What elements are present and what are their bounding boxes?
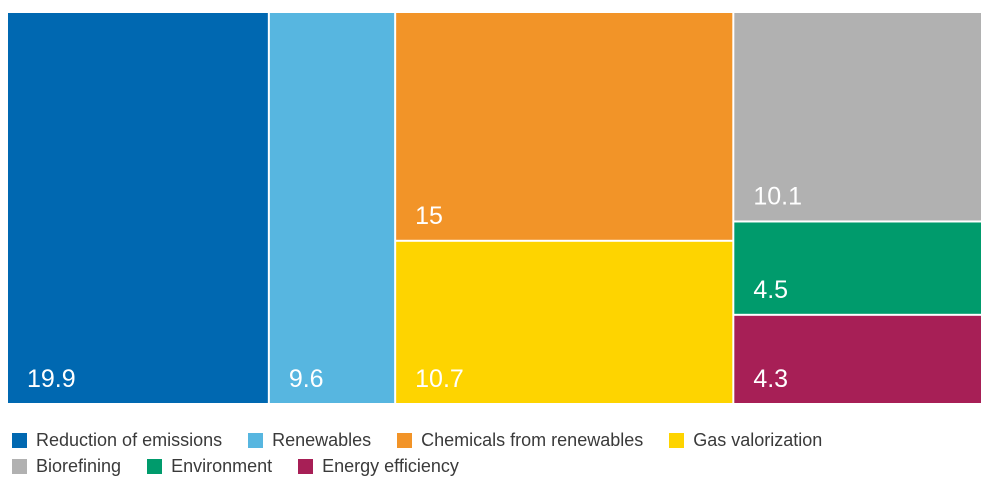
- legend-swatch: [12, 458, 27, 474]
- data-label-reduction-of-emissions: 19.9: [27, 365, 76, 393]
- legend-item-biorefining: Biorefining: [12, 456, 121, 477]
- legend-swatch: [248, 432, 264, 448]
- legend-item-environment: Environment: [147, 456, 272, 477]
- treemap-chart: 19.9 9.6 15 10.7 10.1 4.5 4.3: [8, 13, 981, 403]
- legend-item-gas-valorization: Gas valorization: [669, 430, 822, 451]
- treemap-cell-environment: [734, 222, 981, 314]
- treemap-cell-chemicals-from-renewables: [396, 13, 733, 240]
- data-label-energy-efficiency: 4.3: [753, 365, 788, 393]
- legend-label: Reduction of emissions: [36, 429, 223, 450]
- treemap-cell-renewables: [269, 13, 395, 403]
- legend-label: Gas valorization: [693, 429, 823, 450]
- legend-item-energy-efficiency: Energy efficiency: [298, 456, 459, 477]
- legend-swatch: [397, 432, 413, 448]
- treemap-cell-reduction-of-emissions: [8, 13, 268, 403]
- legend-label: Chemicals from renewables: [421, 429, 644, 450]
- data-label-gas-valorization: 10.7: [415, 365, 464, 393]
- legend-swatch: [298, 458, 314, 474]
- data-label-environment: 4.5: [753, 276, 788, 304]
- legend-label: Energy efficiency: [322, 455, 459, 476]
- legend-item-chemicals-from-renewables: Chemicals from renewables: [397, 430, 643, 451]
- data-label-chemicals-from-renewables: 15: [415, 202, 443, 230]
- legend-item-reduction-of-emissions: Reduction of emissions: [12, 430, 222, 451]
- treemap-cell-biorefining: [734, 13, 981, 221]
- legend-row: Biorefining Environment Energy efficiency: [12, 454, 982, 478]
- treemap-cell-gas-valorization: [396, 241, 733, 403]
- legend-item-renewables: Renewables: [248, 430, 371, 451]
- legend-swatch: [669, 432, 685, 448]
- legend-swatch: [12, 432, 27, 448]
- legend-label: Environment: [171, 455, 273, 476]
- data-label-biorefining: 10.1: [753, 182, 802, 210]
- legend-label: Renewables: [272, 429, 372, 450]
- data-label-renewables: 9.6: [289, 365, 324, 393]
- legend-swatch: [147, 458, 163, 474]
- treemap-cell-energy-efficiency: [734, 315, 981, 403]
- legend-row: Reduction of emissions Renewables Chemical…: [12, 428, 982, 452]
- legend: Reduction of emissions Renewables Chemical…: [12, 428, 982, 480]
- legend-label: Biorefining: [36, 455, 122, 476]
